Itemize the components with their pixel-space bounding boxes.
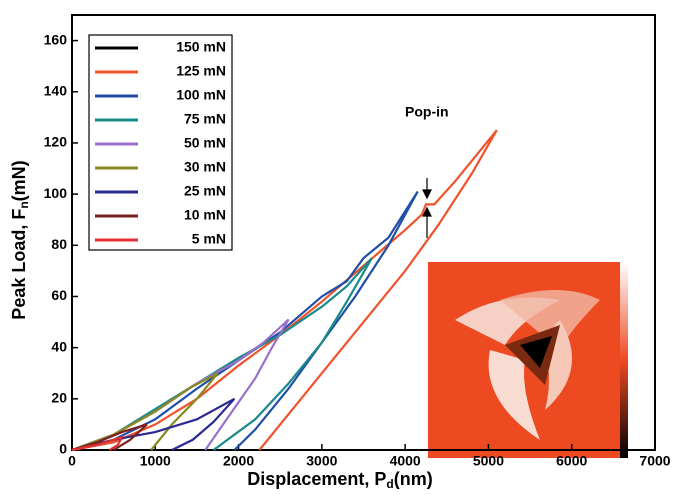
legend-label: 10 mN (184, 207, 226, 223)
load-curve (71, 318, 290, 452)
legend-label: 5 mN (192, 231, 226, 247)
legend-label: 30 mN (184, 159, 226, 175)
legend-label: 50 mN (184, 135, 226, 151)
load-curve (71, 129, 498, 452)
x-tick-label: 7000 (639, 453, 670, 469)
y-tick-label: 160 (44, 31, 68, 47)
legend-label: 100 mN (176, 87, 226, 103)
y-tick-label: 20 (51, 390, 67, 406)
y-tick-label: 100 (44, 185, 68, 201)
legend-label: 150 mN (176, 39, 226, 55)
legend-label: 25 mN (184, 183, 226, 199)
load-curve (71, 372, 219, 452)
x-tick-label: 2000 (223, 453, 254, 469)
x-tick-label: 3000 (306, 453, 337, 469)
y-tick-label: 40 (51, 338, 67, 354)
y-tick-label: 120 (44, 134, 68, 150)
inset-image (428, 262, 628, 458)
load-curve (71, 257, 373, 452)
y-tick-label: 80 (51, 236, 67, 252)
load-curve (71, 423, 148, 452)
legend-label: 125 mN (176, 63, 226, 79)
x-tick-label: 0 (68, 453, 76, 469)
legend-label: 75 mN (184, 111, 226, 127)
y-tick-label: 0 (59, 441, 67, 457)
x-tick-label: 6000 (556, 453, 587, 469)
y-axis-label: Peak Load, Fn(mN) (9, 160, 31, 319)
x-tick-label: 1000 (140, 453, 171, 469)
load-curve (71, 435, 125, 452)
plot-frame (71, 14, 656, 451)
y-tick-label: 140 (44, 82, 68, 98)
x-tick-label: 5000 (473, 453, 504, 469)
annotation: Pop-in (405, 104, 449, 120)
x-axis-label: Displacement, Pd(nm) (247, 469, 432, 491)
x-tick-label: 4000 (390, 453, 421, 469)
y-tick-label: 60 (51, 287, 67, 303)
pop-in-arrows (422, 178, 432, 238)
